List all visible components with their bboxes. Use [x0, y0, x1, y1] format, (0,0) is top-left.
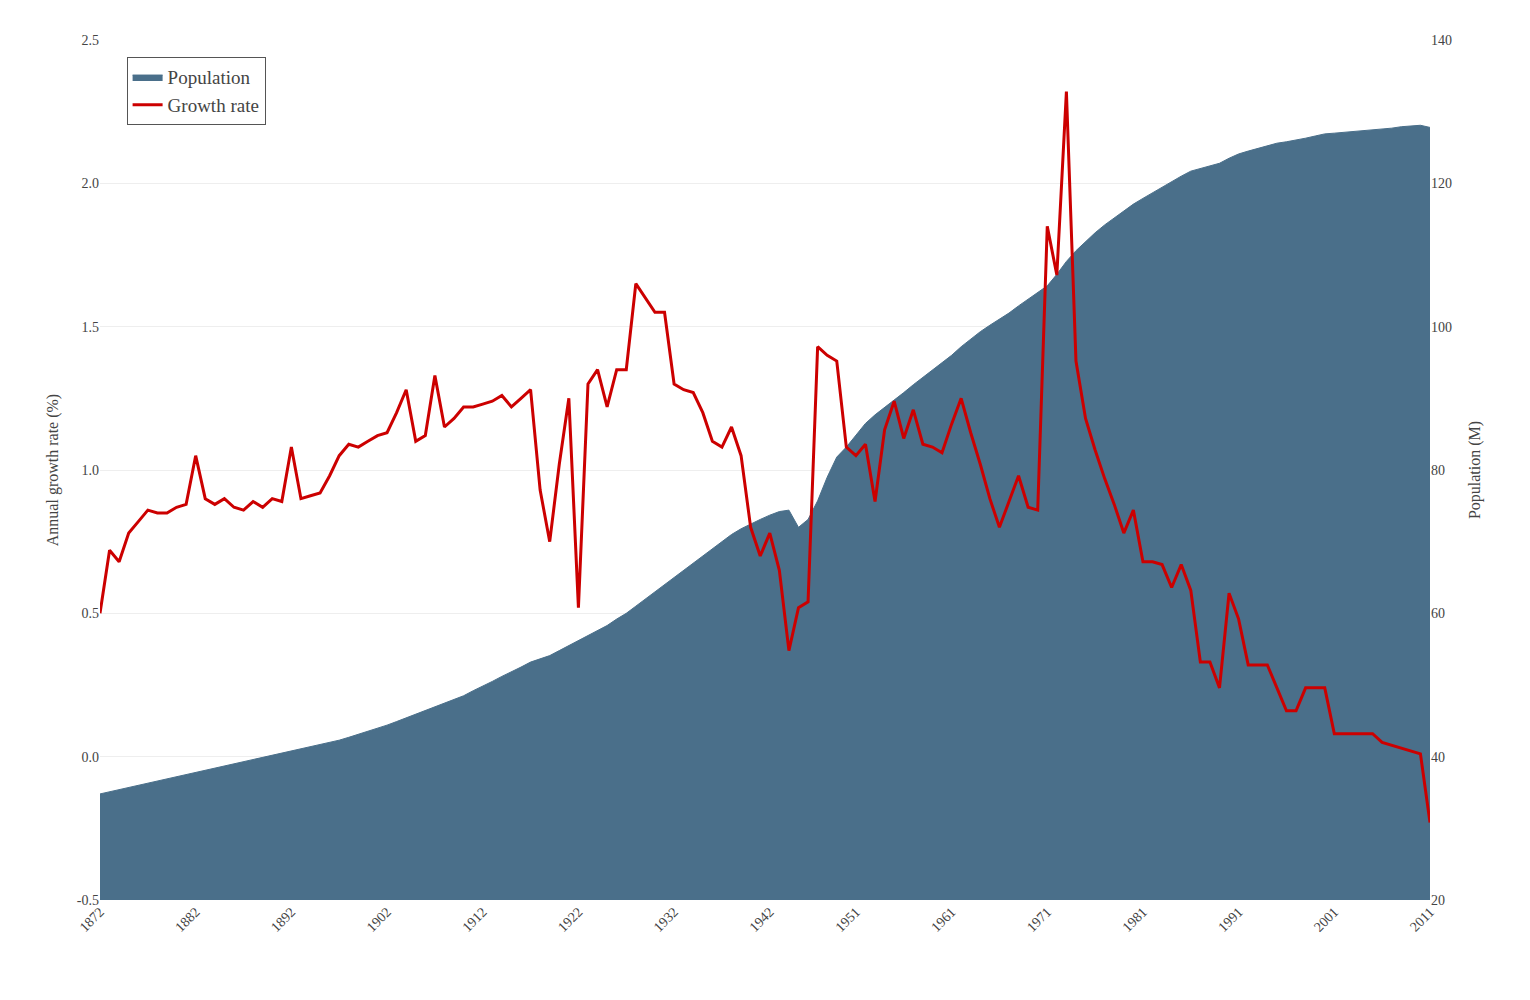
svg-text:80: 80	[1431, 463, 1445, 478]
svg-text:20: 20	[1431, 893, 1445, 908]
svg-text:1932: 1932	[651, 904, 681, 934]
svg-text:1.5: 1.5	[82, 320, 100, 335]
svg-text:100: 100	[1431, 320, 1452, 335]
svg-text:2.5: 2.5	[82, 33, 100, 48]
svg-text:1961: 1961	[928, 904, 958, 934]
svg-text:1942: 1942	[746, 904, 776, 934]
svg-text:0.5: 0.5	[82, 606, 100, 621]
svg-text:Population: Population	[168, 67, 251, 88]
svg-text:1922: 1922	[555, 904, 585, 934]
svg-text:Population (M): Population (M)	[1466, 421, 1484, 519]
svg-text:1981: 1981	[1120, 904, 1150, 934]
svg-text:2001: 2001	[1311, 904, 1341, 934]
svg-text:Growth rate: Growth rate	[168, 95, 259, 116]
svg-text:120: 120	[1431, 176, 1452, 191]
svg-text:0.0: 0.0	[82, 750, 100, 765]
svg-text:1991: 1991	[1215, 904, 1245, 934]
svg-text:1872: 1872	[77, 904, 107, 934]
svg-text:140: 140	[1431, 33, 1452, 48]
svg-text:1951: 1951	[833, 904, 863, 934]
svg-text:1892: 1892	[268, 904, 298, 934]
svg-text:1902: 1902	[364, 904, 394, 934]
svg-text:1.0: 1.0	[82, 463, 100, 478]
svg-text:1912: 1912	[459, 904, 489, 934]
svg-text:Annual growth rate (%): Annual growth rate (%)	[44, 394, 62, 546]
svg-text:60: 60	[1431, 606, 1445, 621]
svg-text:1882: 1882	[172, 904, 202, 934]
svg-text:2011: 2011	[1407, 904, 1437, 934]
svg-text:40: 40	[1431, 750, 1445, 765]
svg-text:-0.5: -0.5	[77, 893, 99, 908]
svg-text:1971: 1971	[1024, 904, 1054, 934]
svg-text:2.0: 2.0	[82, 176, 100, 191]
